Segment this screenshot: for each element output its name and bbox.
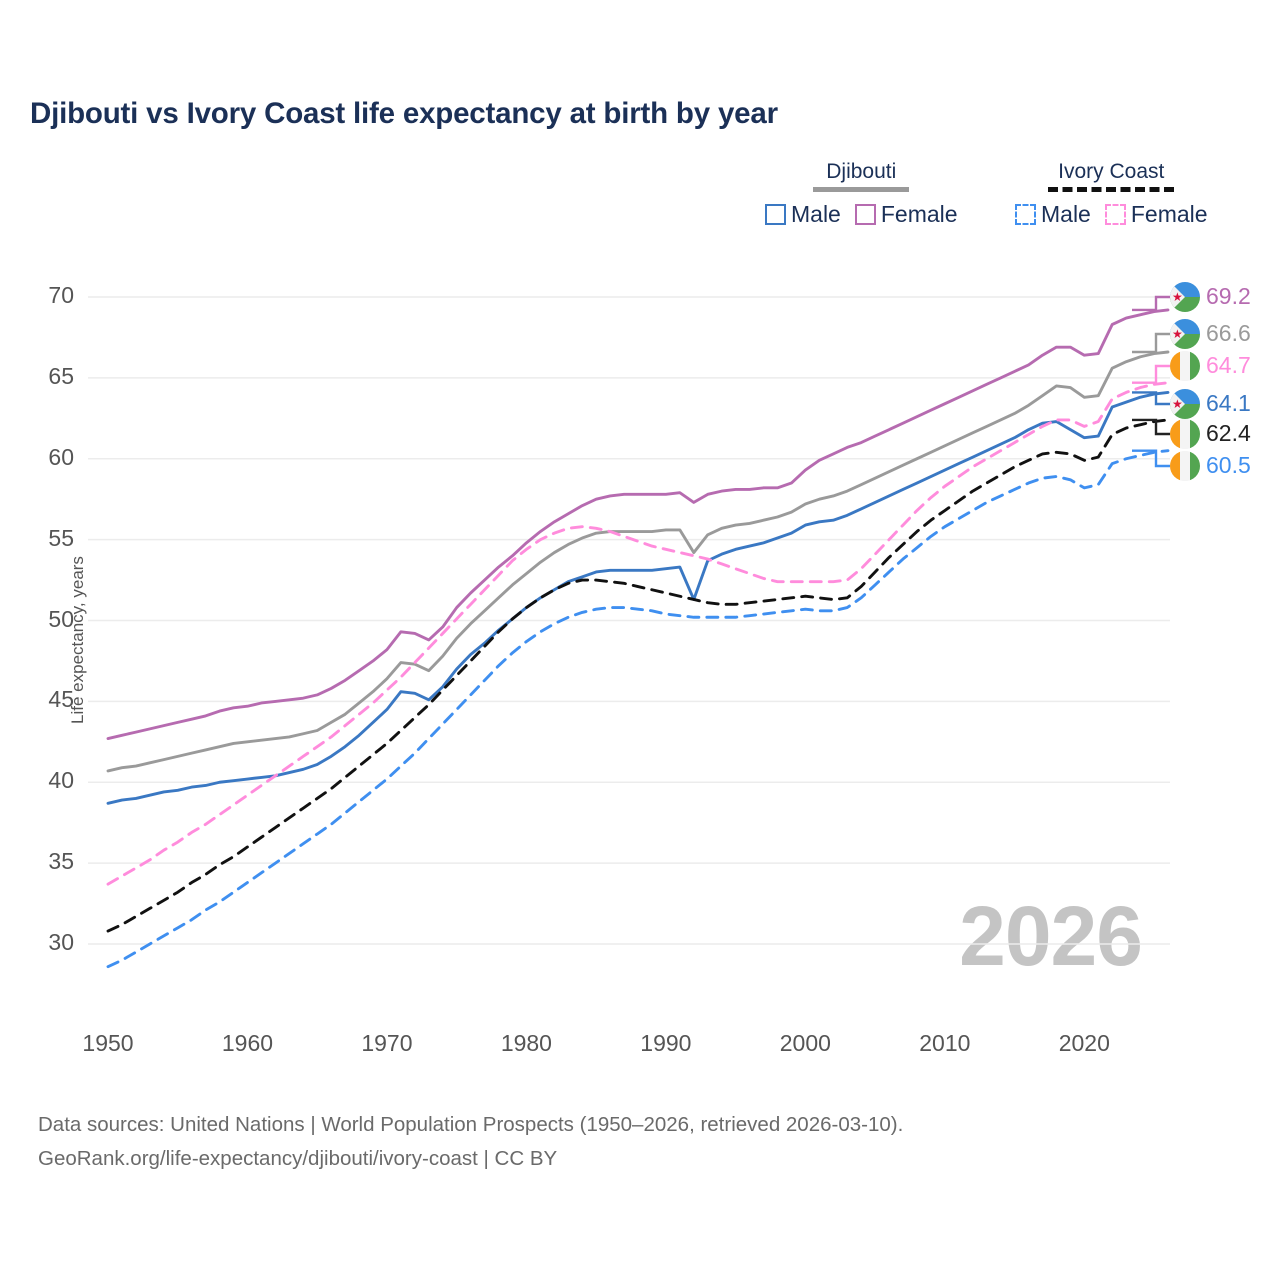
legend-country-label: Djibouti [826, 160, 897, 183]
footer-line-sources: Data sources: United Nations | World Pop… [38, 1113, 904, 1136]
y-axis-tick: 45 [48, 686, 74, 713]
y-axis-tick: 30 [48, 929, 74, 955]
ivory-coast-flag-icon [1170, 451, 1200, 481]
x-axis-tick: 1960 [221, 1030, 274, 1056]
djibouti-flag-icon: ★ [1170, 319, 1200, 349]
legend-total-rule-ivory-coast [1048, 187, 1175, 192]
end-label-leader [1132, 418, 1170, 436]
djibouti-flag-icon: ★ [1170, 389, 1200, 419]
legend-group-ivory-coast: Ivory Coast Male Female [1015, 160, 1208, 228]
legend-swatch-ivory-coast-female [1104, 204, 1126, 225]
series-line [106, 350, 1170, 773]
legend-item-ivory-coast-female[interactable]: Female [1104, 201, 1208, 228]
end-label-leader [1132, 391, 1170, 406]
legend-group-djibouti: Djibouti Male Female [765, 160, 958, 228]
y-axis-tick: 60 [48, 443, 74, 470]
x-axis-tick: 1950 [82, 1030, 134, 1056]
end-label-value: 62.4 [1206, 420, 1251, 446]
series-line [106, 308, 1170, 741]
chart-legend: Djibouti Male Female Ivory Coast Male [760, 160, 1250, 240]
y-axis-tick: 40 [48, 767, 74, 794]
end-label-value: 69.2 [1206, 283, 1251, 309]
legend-swatch-ivory-coast-male [1015, 204, 1036, 225]
legend-label-ivory-coast-male: Male [1041, 201, 1091, 227]
end-label-leader [1132, 449, 1170, 468]
legend-label-ivory-coast-female: Female [1130, 201, 1208, 227]
legend-swatch-djibouti-male [765, 204, 786, 225]
x-axis-tick: 2020 [1058, 1030, 1110, 1056]
end-label-leader [1132, 332, 1170, 354]
page-title: Djibouti vs Ivory Coast life expectancy … [30, 97, 778, 130]
y-axis-tick: 50 [48, 605, 74, 632]
footer-line-url: GeoRank.org/life-expectancy/djibouti/ivo… [38, 1147, 558, 1170]
ivory-coast-flag-icon [1170, 351, 1200, 381]
x-axis-tick: 2000 [779, 1030, 831, 1056]
legend-country-label: Ivory Coast [1058, 160, 1165, 183]
series-line [106, 390, 1170, 805]
x-axis-tick: 2010 [919, 1030, 971, 1056]
legend-label-djibouti-male: Male [791, 201, 841, 227]
legend-label-djibouti-female: Female [880, 201, 958, 227]
end-label-value: 60.5 [1206, 452, 1251, 478]
y-axis-tick: 55 [48, 524, 74, 551]
end-label-leader [1132, 364, 1170, 384]
end-label-leader [1132, 295, 1170, 312]
legend-swatch-djibouti-female [854, 204, 876, 225]
legend-item-ivory-coast-male[interactable]: Male [1015, 201, 1091, 228]
end-label-value: 64.1 [1206, 390, 1251, 416]
x-axis-tick: 1980 [500, 1030, 552, 1056]
series-line [106, 381, 1170, 886]
y-axis-tick: 70 [48, 282, 74, 308]
end-label-value: 64.7 [1206, 352, 1251, 378]
series-line [106, 418, 1170, 933]
legend-item-djibouti-female[interactable]: Female [854, 201, 958, 228]
legend-total-rule-djibouti [813, 187, 910, 192]
footer-credits: Data sources: United Nations | World Pop… [38, 1108, 903, 1176]
legend-item-djibouti-male[interactable]: Male [765, 201, 841, 228]
y-axis-tick: 35 [48, 848, 74, 875]
djibouti-flag-icon: ★ [1170, 282, 1200, 312]
y-axis-tick: 65 [48, 362, 74, 389]
end-label-value: 66.6 [1206, 320, 1251, 346]
year-watermark: 2026 [959, 889, 1143, 983]
x-axis-tick: 1990 [640, 1030, 692, 1056]
ivory-coast-flag-icon [1170, 419, 1200, 449]
x-axis-tick: 1970 [361, 1030, 413, 1056]
